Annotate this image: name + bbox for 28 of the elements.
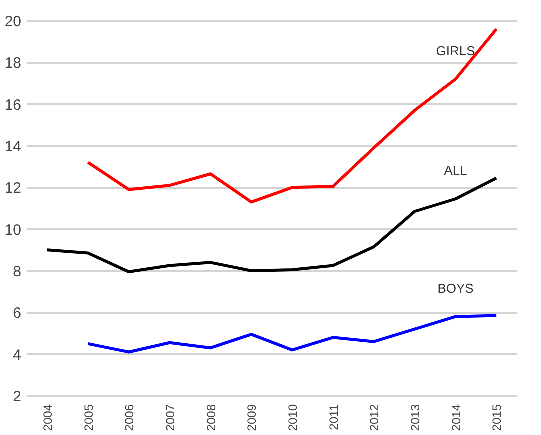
x-tick-label: 2007 bbox=[163, 404, 178, 432]
x-tick-label: 2008 bbox=[204, 404, 218, 432]
y-tick-label: 10 bbox=[4, 222, 22, 239]
y-tick-label: 20 bbox=[4, 14, 22, 30]
x-tick-label: 2010 bbox=[286, 404, 300, 432]
y-tick-label: 2 bbox=[13, 388, 22, 406]
y-tick-label: 16 bbox=[4, 96, 22, 114]
x-tick-label: 2015 bbox=[490, 404, 504, 432]
y-tick-label: 8 bbox=[13, 264, 22, 280]
y-tick-label: 6 bbox=[13, 305, 22, 322]
series-label: GIRLS bbox=[436, 43, 476, 58]
x-tick-label: 2009 bbox=[245, 404, 260, 432]
y-tick-label: 12 bbox=[4, 180, 22, 198]
x-tick-label: 2012 bbox=[368, 404, 382, 432]
line-series bbox=[46, 176, 498, 274]
y-tick-label: 18 bbox=[4, 55, 22, 72]
series-label: BOYS bbox=[438, 280, 474, 296]
y-tick-label: 14 bbox=[4, 138, 22, 156]
series-label: ALL bbox=[444, 163, 468, 178]
x-tick-label: 2005 bbox=[82, 404, 96, 432]
x-tick-label: 2011 bbox=[326, 404, 341, 430]
x-tick-label: 2013 bbox=[408, 404, 422, 432]
y-tick-label: 4 bbox=[13, 346, 22, 364]
line-series bbox=[86, 314, 498, 354]
x-tick-label: 2004 bbox=[40, 404, 55, 432]
x-tick-label: 2006 bbox=[122, 404, 137, 432]
line-series bbox=[86, 28, 498, 204]
x-tick-label: 2014 bbox=[449, 404, 464, 432]
